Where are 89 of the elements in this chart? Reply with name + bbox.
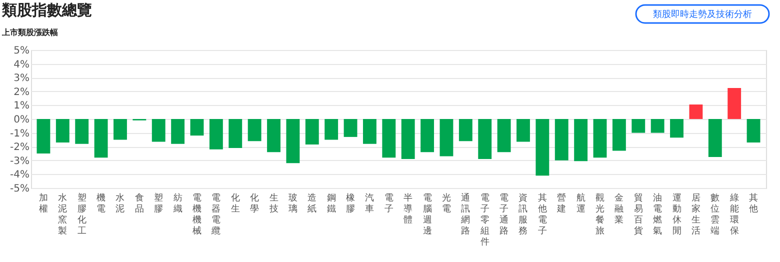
y-tick-label: -2% [10, 142, 30, 154]
x-tick-label: 食品 [134, 192, 144, 214]
x-tick-label: 電腦週邊 [422, 192, 432, 236]
x-tick-label: 電子 [384, 192, 394, 214]
x-tick-label: 其他電子 [538, 192, 547, 236]
y-tick-label: -4% [10, 170, 30, 181]
bar [728, 88, 742, 119]
bar [152, 119, 166, 142]
bar [94, 119, 108, 158]
bar [114, 119, 127, 140]
x-tick-label: 加權 [38, 192, 48, 214]
bar [209, 119, 223, 150]
y-tick-label: 4% [14, 59, 30, 70]
x-tick-label: 電子零組件 [479, 192, 490, 248]
bar [458, 119, 472, 142]
x-tick-label: 汽車 [365, 192, 374, 214]
x-tick-label: 資訊服務 [518, 192, 528, 236]
bar [632, 119, 646, 133]
x-tick-label: 其他 [749, 192, 758, 214]
x-tick-label: 綠能環保 [728, 192, 739, 236]
x-tick-label: 半導體 [404, 192, 413, 226]
chart-subtitle: 上市類股漲跌幅 [1, 27, 58, 37]
bar [324, 119, 338, 140]
bar [286, 119, 300, 164]
bar [612, 119, 626, 151]
y-tick-label: 0% [14, 114, 30, 126]
x-tick-label: 金融業 [614, 192, 624, 226]
bar [248, 119, 262, 142]
x-tick-label: 居家生活 [691, 192, 700, 236]
bar [75, 119, 89, 144]
bar [593, 119, 607, 158]
x-tick-label: 鋼鐵 [326, 192, 336, 214]
bar [746, 119, 760, 142]
bar [401, 119, 415, 160]
x-tick-label: 生技 [268, 192, 278, 214]
x-tick-label: 水泥窯製 [58, 192, 68, 236]
x-tick-label: 數位雲端 [710, 192, 720, 236]
bar [670, 119, 684, 138]
x-tick-label: 水泥 [116, 192, 125, 214]
y-tick-label: 2% [14, 86, 30, 98]
bar [497, 119, 511, 152]
x-tick-label: 運動休閒 [672, 192, 682, 236]
y-tick-label: 5% [14, 46, 30, 56]
chart-title: 類股指數總覽 [1, 1, 92, 19]
y-tick-label: -3% [10, 156, 30, 167]
text: 類股即時走勢及技術分析 [653, 9, 752, 20]
bar [574, 119, 588, 162]
y-tick-label: 1% [14, 100, 30, 112]
bar [440, 119, 454, 156]
bar [382, 119, 396, 158]
x-tick-label: 電器電纜 [210, 192, 221, 236]
bar [171, 119, 185, 144]
bar [267, 119, 280, 152]
x-tick-label: 油電燃氣 [653, 192, 662, 236]
x-tick-label: 電子通路 [500, 192, 509, 236]
bar [420, 119, 434, 152]
bar [650, 119, 664, 133]
bar [554, 119, 568, 160]
bar [478, 119, 492, 160]
y-tick-label: -1% [10, 128, 30, 140]
bar [536, 119, 550, 176]
bar [708, 119, 722, 157]
bar [516, 119, 530, 142]
x-tick-label: 通訊網路 [460, 192, 470, 236]
bar [305, 119, 319, 145]
y-tick-label: 3% [14, 73, 30, 84]
y-tick-label: -5% [10, 184, 30, 194]
x-tick-label: 紡織 [172, 192, 182, 214]
x-tick-label: 玻璃 [288, 192, 298, 214]
x-tick-label: 光電 [442, 192, 451, 214]
x-tick-label: 機電 [96, 192, 106, 214]
bar [190, 119, 204, 136]
x-tick-label: 貿易百貨 [634, 192, 643, 236]
bar [689, 104, 703, 119]
x-tick-label: 橡膠 [346, 192, 356, 214]
x-tick-label: 造紙 [308, 192, 317, 214]
bar [228, 119, 242, 148]
x-tick-label: 化學 [250, 192, 260, 214]
x-tick-label: 化生 [230, 192, 240, 214]
bar [344, 119, 358, 137]
x-tick-label: 塑膠 [154, 192, 164, 214]
x-tick-label: 電機機械 [192, 192, 202, 236]
x-tick-label: 營建 [556, 192, 566, 214]
x-tick-label: 觀光餐旅 [596, 192, 604, 236]
bar [36, 119, 50, 154]
x-tick-label: 航運 [576, 192, 586, 214]
x-tick-label: 塑膠化工 [77, 192, 86, 236]
bar [56, 119, 70, 142]
bar [362, 119, 376, 144]
